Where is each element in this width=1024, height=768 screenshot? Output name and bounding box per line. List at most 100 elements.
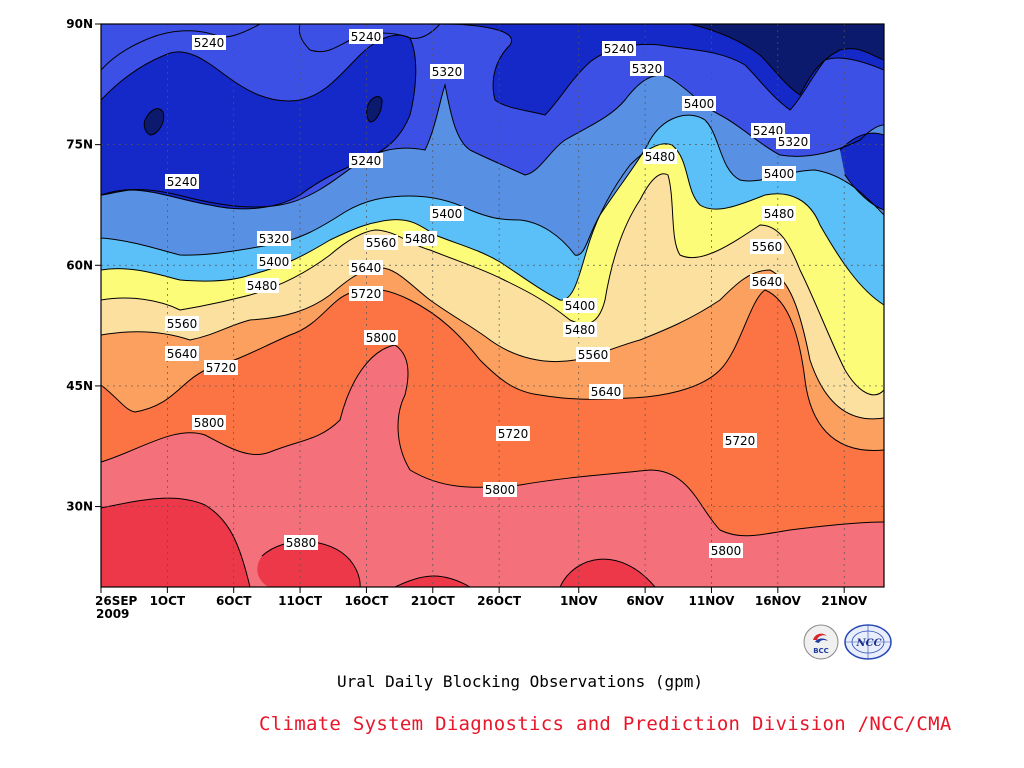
- x-tick-label: 26SEP: [95, 594, 138, 608]
- band-lowest-b: [144, 108, 164, 135]
- contour-label-bg: [563, 322, 597, 337]
- contour-label-bg: [750, 274, 784, 289]
- y-tick-label: 90N: [66, 17, 93, 31]
- contour-label: 5240: [349, 153, 383, 168]
- contour-label: 5640: [750, 274, 784, 289]
- bcc-logo-icon: BCC: [803, 624, 839, 660]
- contour-label: 5800: [483, 482, 517, 497]
- contour-label: 5240: [165, 174, 199, 189]
- contour-label-text: 5560: [752, 240, 783, 254]
- ncc-logo-text: NCC: [855, 638, 881, 649]
- contour-label-bg: [257, 254, 291, 269]
- contour-label-bg: [403, 231, 437, 246]
- contour-label: 5640: [589, 384, 623, 399]
- contour-label: 5400: [762, 166, 796, 181]
- credit-line: Climate System Diagnostics and Predictio…: [259, 713, 952, 735]
- contour-label-bg: [762, 206, 796, 221]
- contour-label-bg: [643, 149, 677, 164]
- x-tick-label: 26OCT: [477, 594, 522, 608]
- contour-label-text: 5320: [259, 232, 290, 246]
- y-tick-label: 45N: [66, 379, 93, 393]
- x-tick-label: 6OCT: [216, 594, 252, 608]
- contour-label-text: 5720: [206, 361, 237, 375]
- contour-label-text: 5480: [405, 232, 436, 246]
- contour-label-text: 5560: [366, 236, 397, 250]
- contour-label: 5480: [762, 206, 796, 221]
- contour-label-text: 5480: [565, 323, 596, 337]
- contour-fill-layer: [101, 24, 884, 587]
- band-lowest-c: [366, 96, 382, 122]
- contour-label-bg: [349, 286, 383, 301]
- x-axis: 26SEP 1OCT 6OCT 11OCT 16OCT 21OCT 26OCT 1NOV 6NO…: [95, 587, 868, 608]
- contour-label: 5320: [257, 231, 291, 246]
- plot-frame: [100, 23, 885, 588]
- contour-label: 5800: [192, 415, 226, 430]
- contour-label-text: 5640: [591, 385, 622, 399]
- x-tick-label: 16OCT: [344, 594, 389, 608]
- contour-label-text: 5880: [286, 536, 317, 550]
- x-tick-label: 11OCT: [278, 594, 323, 608]
- contour-label-text: 5480: [645, 150, 676, 164]
- contour-label-text: 5640: [752, 275, 783, 289]
- ncc-logo-icon: NCC: [844, 624, 892, 660]
- contour-label-text: 5640: [351, 261, 382, 275]
- contour-label-text: 5320: [632, 62, 663, 76]
- contour-label-text: 5400: [565, 299, 596, 313]
- contour-label: 5800: [364, 330, 398, 345]
- band-lowest-a: [690, 24, 884, 95]
- contour-label-bg: [576, 347, 610, 362]
- contour-label-bg: [349, 260, 383, 275]
- contour-label: 5400: [563, 298, 597, 313]
- contour-label-text: 5720: [351, 287, 382, 301]
- band-top-mid-light: [299, 24, 440, 52]
- contour-label-bg: [284, 535, 318, 550]
- contour-label-text: 5320: [778, 135, 809, 149]
- contour-label-bg: [602, 41, 636, 56]
- contour-label-text: 5640: [167, 347, 198, 361]
- contour-label-text: 5800: [194, 416, 225, 430]
- contour-label: 5640: [349, 260, 383, 275]
- contour-label-bg: [192, 415, 226, 430]
- contour-label-bg: [349, 153, 383, 168]
- contour-label-text: 5480: [764, 207, 795, 221]
- x-tick-label: 6NOV: [626, 594, 664, 608]
- contour-label: 5720: [204, 360, 238, 375]
- y-tick-label: 75N: [66, 138, 93, 152]
- contour-label-bg: [589, 384, 623, 399]
- bcc-logo-text: BCC: [813, 647, 829, 655]
- bcc-logo: BCC: [803, 624, 839, 664]
- contour-label-text: 5720: [725, 434, 756, 448]
- contour-label-text: 5320: [432, 65, 463, 79]
- contour-label-bg: [430, 64, 464, 79]
- contour-label-bg: [349, 29, 383, 44]
- contour-label-bg: [257, 231, 291, 246]
- contour-label: 5320: [776, 134, 810, 149]
- contour-label-text: 5800: [366, 331, 397, 345]
- contour-label-text: 5800: [485, 483, 516, 497]
- contour-label: 5240: [602, 41, 636, 56]
- contour-label: 5480: [403, 231, 437, 246]
- contour-label-text: 5240: [194, 36, 225, 50]
- contour-label: 5720: [723, 433, 757, 448]
- contour-label: 5720: [349, 286, 383, 301]
- contour-label: 5880: [284, 535, 318, 550]
- contour-label: 5400: [682, 96, 716, 111]
- contour-label-text: 5480: [247, 279, 278, 293]
- contour-label-bg: [364, 235, 398, 250]
- contour-label-bg: [245, 278, 279, 293]
- band-5880-small: [257, 541, 361, 587]
- contour-label-text: 5560: [167, 317, 198, 331]
- contour-label-text: 5400: [764, 167, 795, 181]
- contour-label-bg: [204, 360, 238, 375]
- contour-label-text: 5240: [753, 124, 784, 138]
- contour-label-bg: [165, 174, 199, 189]
- contour-label: 5240: [192, 35, 226, 50]
- contour-label: 5480: [245, 278, 279, 293]
- contour-label-text: 5400: [259, 255, 290, 269]
- x-tick-label: 11NOV: [689, 594, 736, 608]
- x-tick-label: 16NOV: [755, 594, 802, 608]
- x-tick-label: 21OCT: [411, 594, 456, 608]
- contour-label-bg: [750, 239, 784, 254]
- contour-label-bg: [192, 35, 226, 50]
